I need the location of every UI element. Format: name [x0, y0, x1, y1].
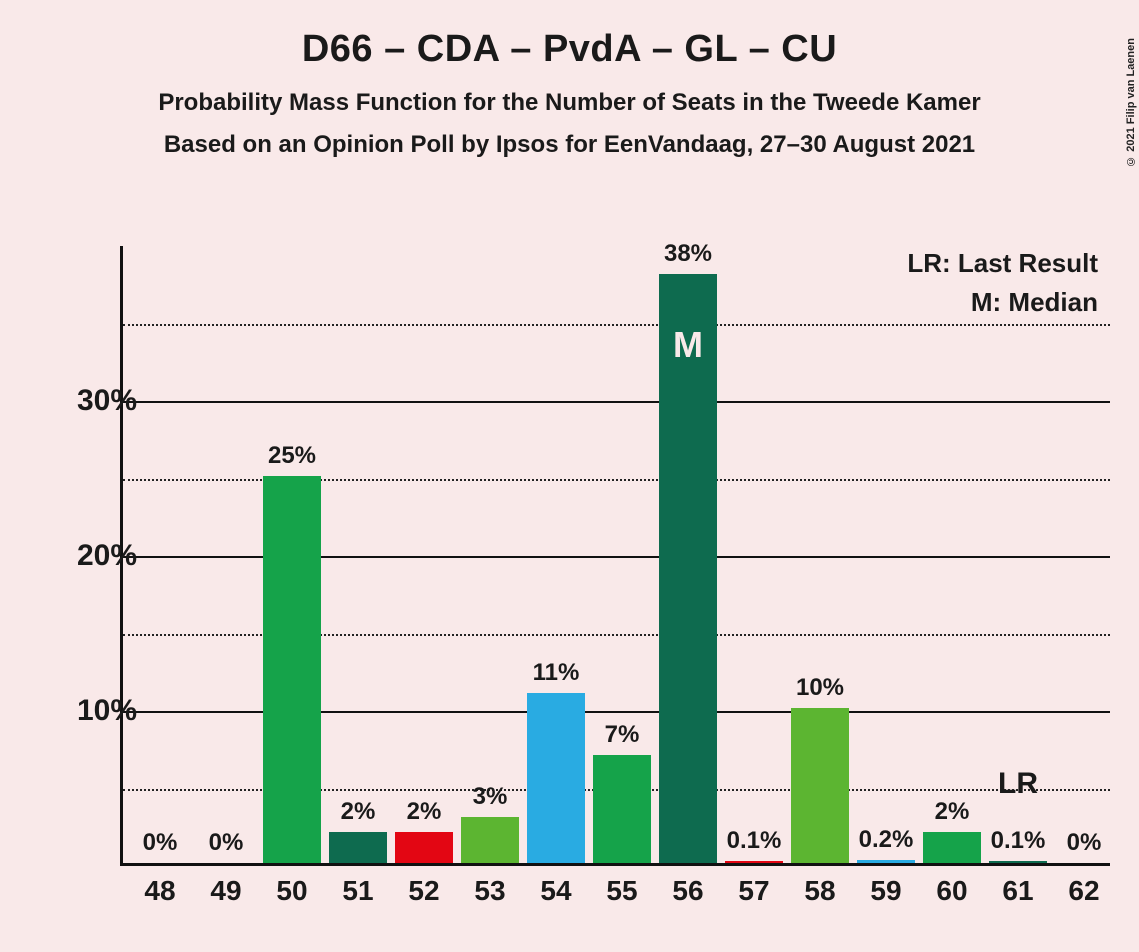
bar: 2%: [329, 832, 387, 863]
bar: 2%: [923, 832, 981, 863]
x-tick-label: 51: [329, 875, 387, 907]
bar-value-label: 2%: [329, 798, 387, 826]
bar-value-label: 11%: [527, 659, 585, 687]
x-tick-label: 58: [791, 875, 849, 907]
x-tick-label: 55: [593, 875, 651, 907]
bar: 38%M: [659, 274, 717, 863]
bar-value-label: 0%: [1055, 829, 1113, 857]
chart-title: D66 – CDA – PvdA – GL – CU: [0, 28, 1139, 71]
x-tick-label: 59: [857, 875, 915, 907]
bar: 3%: [461, 817, 519, 864]
median-marker: M: [659, 324, 717, 366]
x-tick-label: 56: [659, 875, 717, 907]
y-tick-label: 30%: [37, 384, 137, 418]
bar-value-label: 0%: [197, 829, 255, 857]
last-result-marker: LR: [998, 767, 1038, 801]
bar-value-label: 7%: [593, 721, 651, 749]
x-tick-label: 61: [989, 875, 1047, 907]
bar-value-label: 2%: [923, 798, 981, 826]
bar: 0.1%: [725, 861, 783, 863]
bar-value-label: 3%: [461, 783, 519, 811]
y-tick-label: 10%: [37, 694, 137, 728]
bar-value-label: 25%: [263, 442, 321, 470]
x-tick-label: 62: [1055, 875, 1113, 907]
bar-value-label: 0.2%: [857, 826, 915, 854]
legend-last-result: LR: Last Result: [907, 244, 1098, 283]
bar-value-label: 0.1%: [725, 827, 783, 855]
bar: 7%: [593, 755, 651, 864]
bar: 0.1%: [989, 861, 1047, 863]
x-tick-label: 54: [527, 875, 585, 907]
bar: 0.2%: [857, 860, 915, 863]
bar-value-label: 0%: [131, 829, 189, 857]
x-tick-label: 48: [131, 875, 189, 907]
bar: 11%: [527, 693, 585, 864]
bar-value-label: 2%: [395, 798, 453, 826]
bar-value-label: 10%: [791, 674, 849, 702]
bar: 25%: [263, 476, 321, 864]
bar-value-label: 38%: [659, 240, 717, 268]
legend-median: M: Median: [907, 283, 1098, 322]
copyright-text: © 2021 Filip van Laenen: [1125, 38, 1137, 167]
plot-area: 0%0%25%2%2%3%11%7%38%M0.1%10%0.2%2%0.1%0…: [120, 246, 1110, 866]
x-tick-label: 57: [725, 875, 783, 907]
bar: 10%: [791, 708, 849, 863]
x-tick-label: 49: [197, 875, 255, 907]
x-tick-label: 52: [395, 875, 453, 907]
x-tick-label: 60: [923, 875, 981, 907]
x-tick-label: 53: [461, 875, 519, 907]
bar: 2%: [395, 832, 453, 863]
x-tick-label: 50: [263, 875, 321, 907]
bar-value-label: 0.1%: [989, 827, 1047, 855]
chart-subtitle-2: Based on an Opinion Poll by Ipsos for Ee…: [0, 131, 1139, 159]
legend: LR: Last Result M: Median: [907, 244, 1098, 322]
chart-subtitle: Probability Mass Function for the Number…: [0, 89, 1139, 117]
y-tick-label: 20%: [37, 539, 137, 573]
